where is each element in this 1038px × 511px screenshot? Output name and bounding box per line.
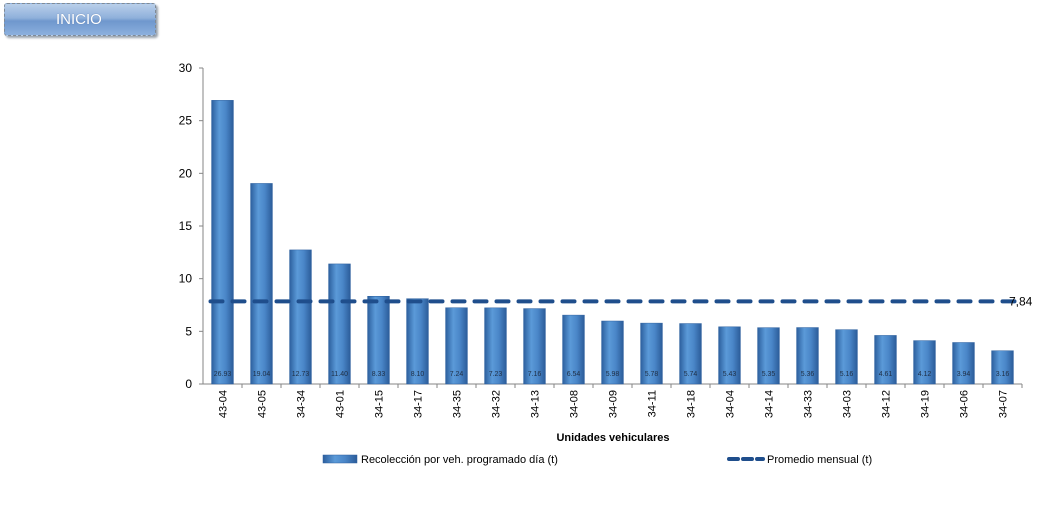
x-tick-label: 34-17 — [413, 390, 425, 418]
x-tick-label: 34-15 — [374, 390, 386, 418]
data-label: 8.10 — [411, 371, 425, 378]
x-tick-label: 34-07 — [998, 390, 1010, 418]
data-label: 5.98 — [606, 371, 620, 378]
data-label: 7.23 — [489, 371, 503, 378]
legend: Recolección por veh. programado día (t) … — [322, 454, 872, 466]
bar — [679, 323, 702, 385]
bar — [757, 327, 780, 385]
data-label: 7.24 — [450, 371, 464, 378]
legend-label-bars: Recolección por veh. programado día (t) — [361, 454, 558, 466]
data-label: 5.16 — [840, 371, 854, 378]
x-tick-label: 34-35 — [452, 390, 464, 418]
bar — [406, 298, 429, 385]
data-label: 19.04 — [253, 371, 271, 378]
bar — [367, 296, 390, 385]
bar — [328, 263, 351, 385]
x-tick-label: 43-01 — [335, 390, 347, 418]
bar — [289, 249, 312, 385]
x-tick-label: 34-32 — [491, 390, 503, 418]
bar — [250, 183, 273, 385]
x-tick-label: 34-34 — [296, 390, 308, 418]
data-label: 8.33 — [372, 371, 386, 378]
x-tick-label: 34-06 — [959, 390, 971, 418]
data-label: 5.36 — [801, 371, 815, 378]
bar — [835, 329, 858, 385]
bar — [445, 307, 468, 385]
y-tick-label: 30 — [179, 61, 193, 75]
x-axis-title: Unidades vehiculares — [556, 432, 669, 444]
legend-label-average: Promedio mensual (t) — [767, 454, 872, 466]
data-label: 4.61 — [879, 371, 893, 378]
data-label: 5.35 — [762, 371, 776, 378]
x-tick-label: 34-08 — [569, 390, 581, 418]
bar-series — [211, 100, 1014, 385]
x-tick-label: 34-03 — [842, 390, 854, 418]
bar — [952, 342, 975, 385]
average-line-series: 7,84 — [208, 294, 1033, 308]
data-label: 3.94 — [957, 371, 971, 378]
bar — [484, 307, 507, 385]
bar — [523, 308, 546, 385]
data-label: 5.43 — [723, 371, 737, 378]
x-tick-label: 34-12 — [881, 390, 893, 418]
bar — [640, 322, 663, 385]
bar — [601, 320, 624, 385]
bar — [718, 326, 741, 385]
data-label: 6.54 — [567, 371, 581, 378]
bar — [796, 327, 819, 385]
x-tick-labels: 43-04 43-05 34-34 43-01 34-15 34-17 34-35 34-32… — [218, 384, 1023, 418]
data-labels: 26.93 19.04 12.73 11.40 8.33 8.10 7.24 7.23 7.16… — [214, 371, 1010, 378]
x-tick-label: 34-13 — [530, 390, 542, 418]
inicio-button[interactable]: INICIO — [4, 3, 156, 36]
data-label: 7.16 — [528, 371, 542, 378]
x-tick-label: 43-04 — [218, 390, 230, 418]
data-label: 11.40 — [331, 371, 348, 378]
x-tick-label: 34-18 — [686, 390, 698, 418]
data-label: 12.73 — [292, 371, 310, 378]
y-tick-label: 5 — [185, 324, 192, 338]
bar — [211, 100, 234, 385]
y-tick-label: 10 — [179, 272, 193, 286]
x-tick-label: 34-04 — [725, 390, 737, 418]
legend-swatch-bars — [322, 454, 358, 464]
bar — [562, 314, 585, 385]
data-label: 4.12 — [918, 371, 932, 378]
data-label: 3.16 — [996, 371, 1010, 378]
x-tick-label: 34-11 — [647, 390, 659, 417]
bar — [991, 350, 1014, 385]
x-tick-label: 34-09 — [608, 390, 620, 418]
x-tick-label: 43-05 — [257, 390, 269, 418]
bar — [874, 335, 897, 385]
x-tick-label: 34-19 — [920, 390, 932, 418]
x-tick-label: 34-14 — [764, 390, 776, 418]
y-tick-label: 0 — [185, 377, 192, 391]
data-label: 5.78 — [645, 371, 659, 378]
y-tick-label: 15 — [179, 219, 193, 233]
data-label: 5.74 — [684, 371, 698, 378]
data-label: 26.93 — [214, 371, 232, 378]
average-value-label: 7,84 — [1009, 294, 1033, 308]
y-tick-label: 25 — [179, 114, 193, 128]
x-tick-label: 34-33 — [803, 390, 815, 418]
bar — [913, 340, 936, 385]
y-tick-label: 20 — [179, 166, 193, 180]
